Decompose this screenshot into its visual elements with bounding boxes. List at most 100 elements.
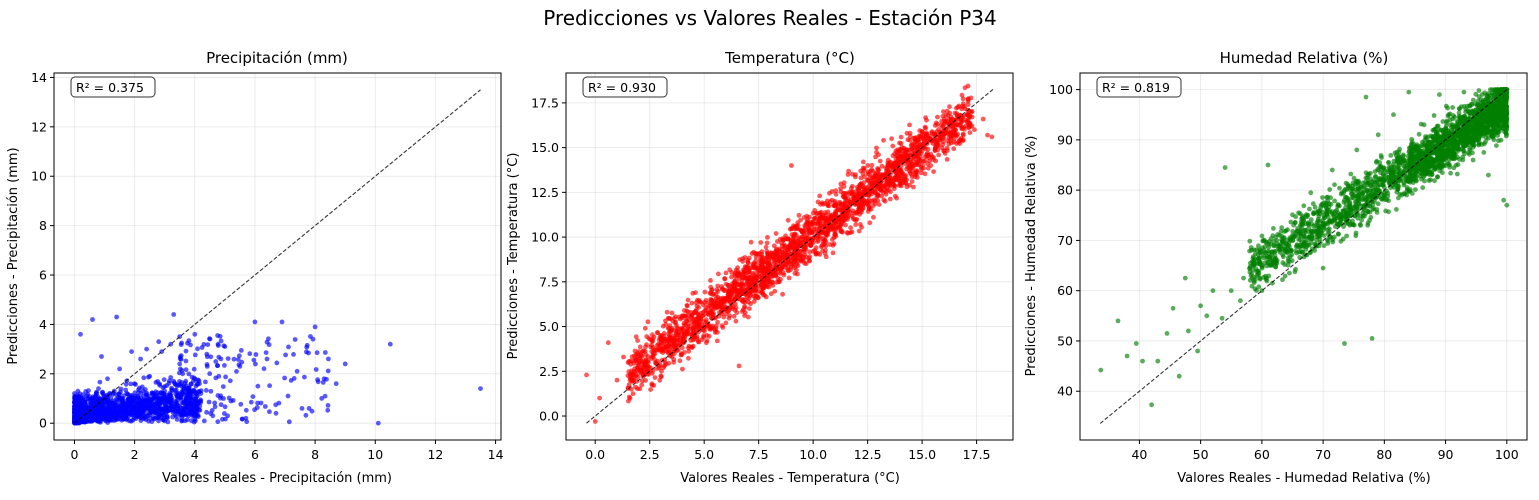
data-point — [294, 368, 300, 374]
data-point — [143, 417, 149, 422]
data-point — [225, 413, 231, 419]
data-point — [935, 122, 940, 127]
data-point — [762, 293, 767, 298]
data-point — [892, 193, 898, 199]
data-point — [671, 359, 677, 365]
data-point — [792, 271, 798, 276]
data-point — [183, 348, 189, 354]
data-point — [658, 373, 664, 379]
data-point — [809, 224, 814, 230]
data-point — [680, 366, 685, 372]
data-point — [168, 375, 174, 380]
data-point — [189, 408, 195, 414]
data-point — [183, 378, 189, 384]
data-point — [686, 348, 692, 354]
y-tick-label: 5.0 — [539, 319, 559, 334]
data-point — [255, 383, 261, 389]
data-point — [669, 341, 675, 346]
data-point — [181, 408, 187, 414]
data-point — [192, 331, 198, 337]
data-point — [166, 380, 172, 386]
data-point — [286, 344, 291, 350]
data-point — [785, 217, 791, 223]
data-point — [313, 367, 319, 372]
data-point — [969, 109, 975, 114]
data-point — [650, 354, 656, 360]
data-point — [1386, 164, 1392, 170]
data-point — [789, 163, 794, 168]
data-point — [955, 104, 961, 110]
data-point — [148, 398, 154, 404]
data-point — [266, 336, 271, 342]
data-point — [125, 391, 130, 397]
data-point — [775, 275, 781, 281]
data-point — [306, 406, 312, 411]
data-point — [893, 156, 899, 162]
data-point — [325, 403, 331, 408]
data-point — [72, 391, 77, 396]
data-point — [842, 201, 848, 206]
data-point — [720, 325, 726, 330]
data-point — [734, 294, 739, 300]
data-point — [799, 253, 804, 259]
data-point — [149, 410, 155, 415]
data-point — [736, 363, 742, 369]
data-point — [861, 168, 867, 173]
data-point — [143, 392, 149, 398]
data-point — [956, 138, 962, 143]
data-point — [691, 321, 696, 327]
data-point — [835, 224, 841, 230]
figure-title: Predicciones vs Valores Reales - Estació… — [543, 6, 997, 30]
data-point — [944, 157, 950, 162]
panel-precipitation: Precipitación (mm) 0 2 4 6 8 10 12 14 024681012… — [6, 49, 504, 486]
data-point — [626, 369, 632, 374]
data-point — [972, 127, 977, 133]
data-point — [672, 314, 678, 320]
data-point — [773, 231, 779, 236]
data-point — [815, 239, 821, 245]
data-point — [186, 413, 192, 419]
scatter-points — [1098, 87, 1510, 408]
data-point — [117, 416, 123, 422]
data-point — [941, 148, 947, 154]
data-point — [250, 394, 256, 399]
data-point — [860, 159, 866, 165]
data-point — [169, 395, 175, 401]
data-point — [88, 400, 94, 406]
panel-humidity: Humedad Relativa (%) 40 50 60 70 80 90 100 405… — [1024, 49, 1528, 486]
data-point — [889, 136, 894, 142]
data-point — [113, 396, 119, 402]
data-point — [865, 171, 871, 177]
data-point — [75, 413, 80, 419]
data-point — [292, 337, 298, 342]
data-point — [141, 375, 147, 381]
data-point — [839, 229, 844, 235]
data-point — [192, 352, 198, 358]
scatter-points — [584, 83, 995, 424]
data-point — [693, 290, 698, 295]
data-point — [782, 245, 788, 251]
data-point — [819, 200, 825, 206]
y-tick-label: 14 — [31, 70, 47, 85]
data-point — [633, 384, 638, 390]
data-point — [714, 338, 720, 344]
data-point — [173, 413, 179, 419]
data-point — [1494, 143, 1499, 149]
data-point — [829, 214, 834, 220]
data-point — [763, 244, 769, 250]
data-point — [853, 172, 858, 178]
data-point — [656, 337, 662, 343]
data-point — [136, 389, 142, 395]
data-point — [890, 182, 896, 188]
data-point — [643, 357, 649, 363]
data-point — [907, 137, 913, 143]
data-point — [914, 169, 920, 175]
data-point — [813, 245, 819, 251]
data-point — [153, 380, 159, 385]
data-point — [964, 112, 970, 118]
data-point — [183, 395, 189, 400]
y-ticks: 0.02.55.07.510.012.515.017.5 — [531, 95, 566, 424]
data-point — [731, 285, 737, 290]
data-point — [321, 376, 327, 382]
x-ticks: 0 2 4 6 8 10 12 14 — [70, 440, 504, 462]
